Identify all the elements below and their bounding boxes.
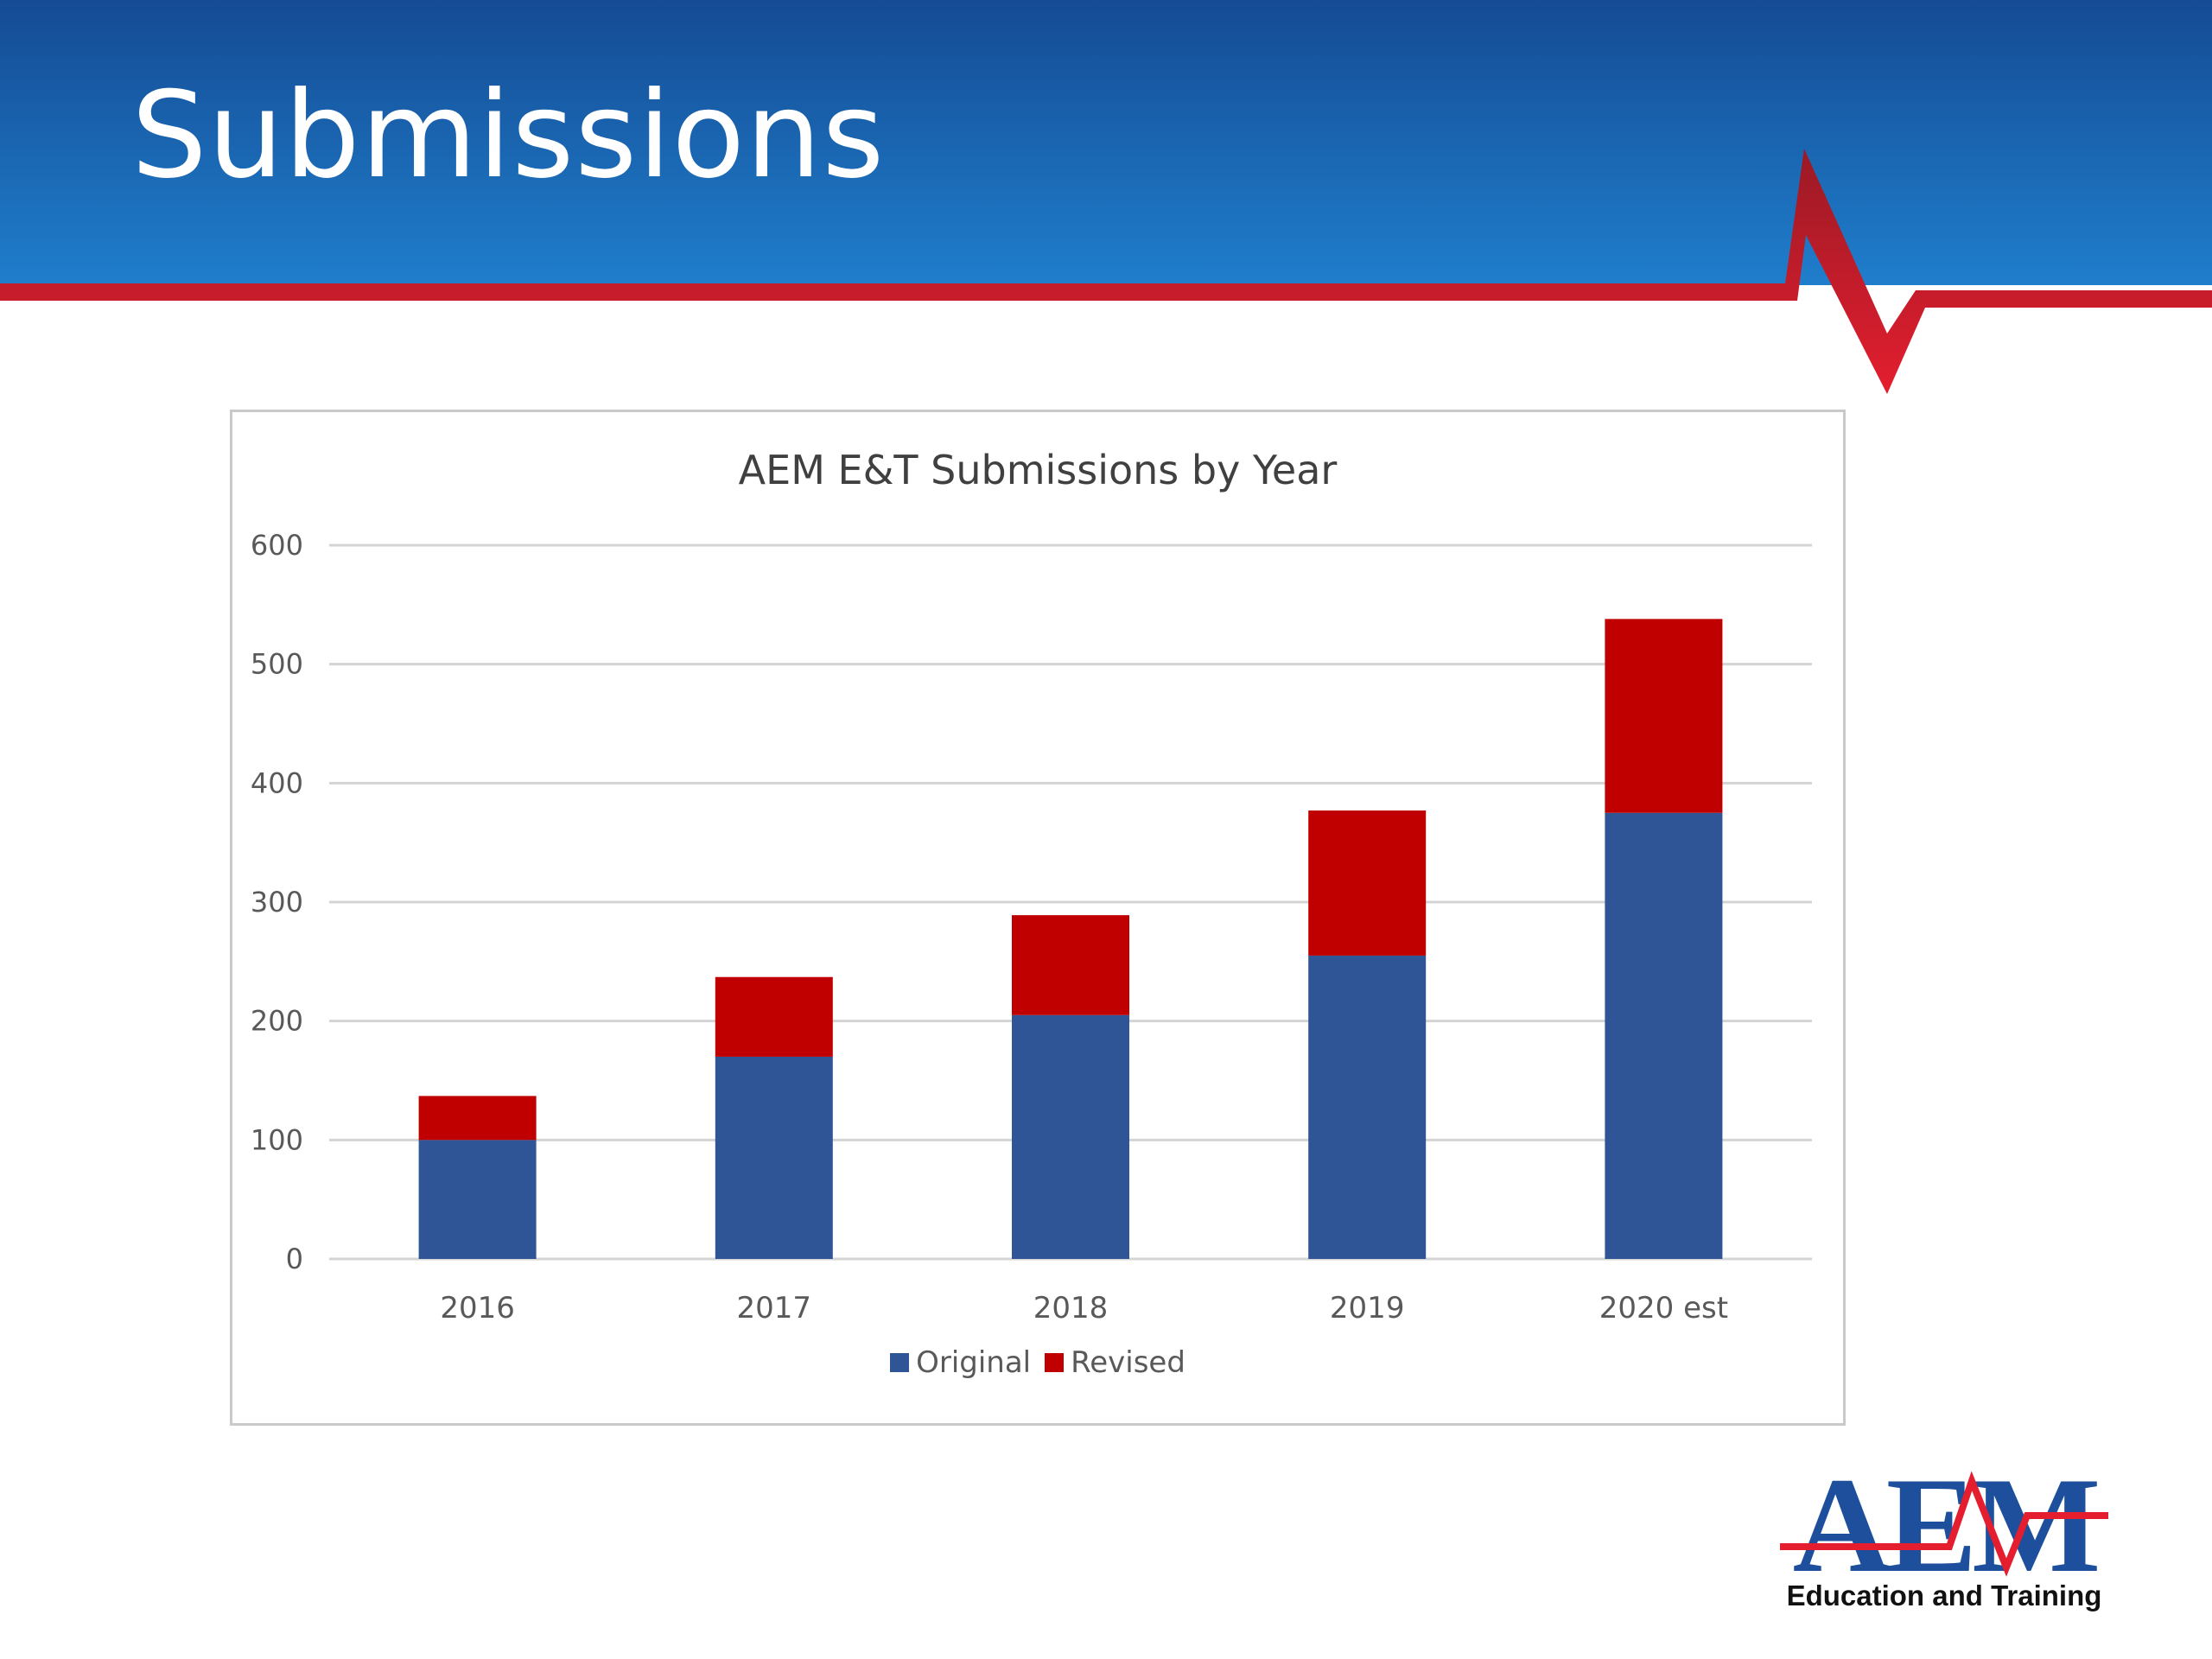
- aem-logo: AEM Education and Training: [1780, 1460, 2108, 1624]
- slide-title: Submissions: [131, 66, 886, 205]
- legend: Original Revised: [232, 1345, 1843, 1380]
- bar-original-2019: [1308, 955, 1427, 1259]
- bars: [418, 619, 1723, 1259]
- logo-letters: AEM: [1793, 1460, 2097, 1581]
- y-tick-label: 200: [251, 1005, 303, 1038]
- x-axis-ticks: 2016 2017 2018 2019 2020 est: [440, 1291, 1728, 1325]
- x-tick-label: 2019: [1330, 1291, 1405, 1325]
- legend-label: Original: [916, 1345, 1032, 1380]
- y-axis-ticks: 0 100 200 300 400 500 600: [251, 529, 303, 1275]
- y-tick-label: 400: [251, 766, 303, 799]
- bar-revised-2017: [715, 976, 833, 1057]
- chart-title: AEM E&T Submissions by Year: [738, 447, 1338, 493]
- chart-plot: 0 100 200 300 400 500 600 2016 2017 2018 2019 2020…: [251, 529, 1812, 1325]
- legend-label: Revised: [1071, 1345, 1185, 1380]
- bar-revised-2018: [1012, 915, 1129, 1015]
- x-tick-label: 2016: [440, 1291, 515, 1325]
- y-tick-label: 100: [251, 1123, 303, 1156]
- bar-original-2016: [418, 1140, 537, 1259]
- bar-original-2020-est: [1605, 812, 1723, 1259]
- bar-original-2017: [715, 1056, 833, 1259]
- y-tick-label: 0: [286, 1243, 303, 1275]
- y-tick-label: 600: [251, 529, 303, 562]
- bar-original-2018: [1012, 1014, 1129, 1259]
- x-tick-label: 2020 est: [1599, 1291, 1728, 1325]
- aem-logo-mark: AEM: [1780, 1460, 2108, 1581]
- legend-item-revised: Revised: [1045, 1345, 1185, 1380]
- y-tick-label: 500: [251, 648, 303, 681]
- legend-swatch: [1045, 1353, 1065, 1372]
- logo-tagline: Education and Training: [1786, 1580, 2102, 1611]
- logo-heartbeat-line: [1780, 1471, 2108, 1577]
- bar-revised-2016: [418, 1096, 537, 1141]
- legend-swatch: [890, 1353, 910, 1372]
- bar-revised-2020-est: [1605, 619, 1723, 813]
- x-tick-label: 2018: [1033, 1291, 1109, 1325]
- bar-revised-2019: [1308, 810, 1427, 956]
- y-tick-label: 300: [251, 886, 303, 918]
- x-tick-label: 2017: [737, 1291, 812, 1325]
- header-band: [0, 0, 2212, 394]
- chart-frame: AEM E&T Submissions by Year 0 100 200 300 40…: [230, 410, 1846, 1426]
- legend-item-original: Original: [890, 1345, 1031, 1380]
